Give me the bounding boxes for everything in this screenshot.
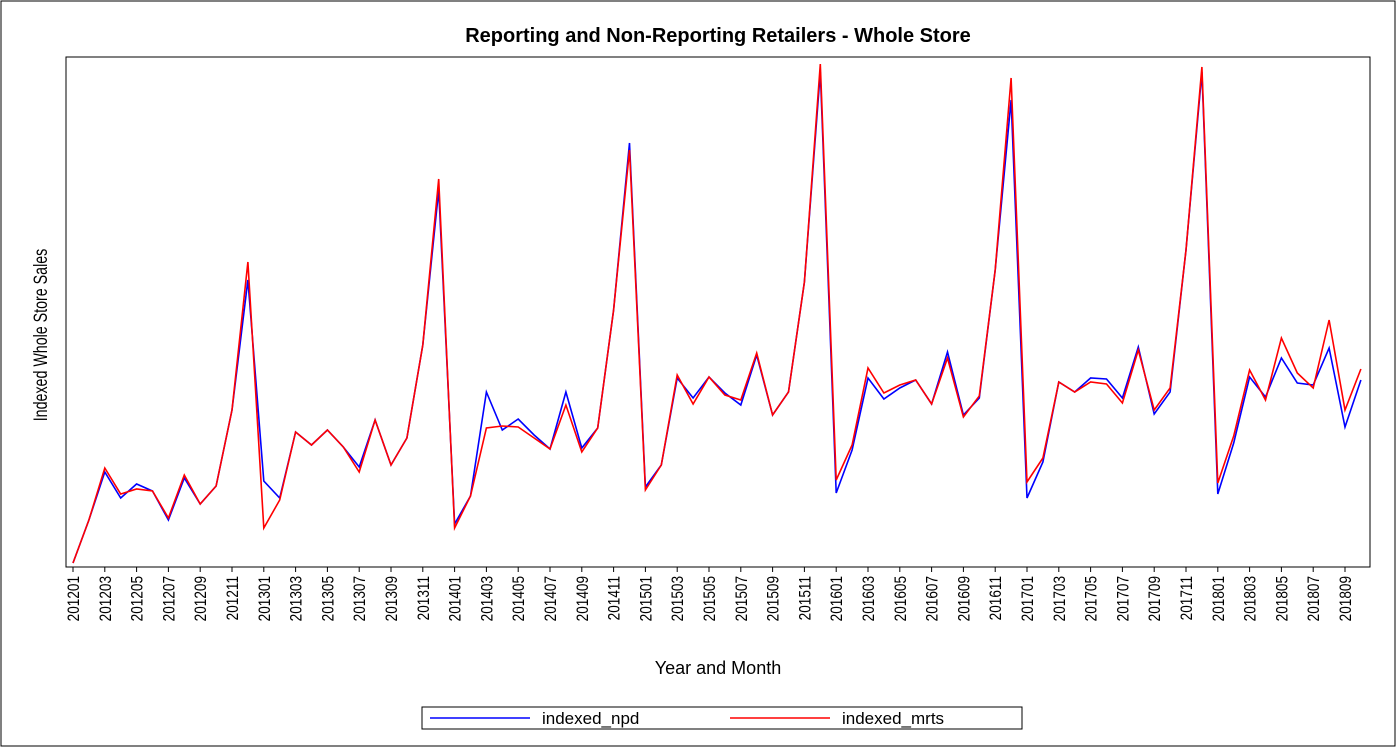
x-tick-label: 201409 [573,576,592,621]
x-tick-label: 201401 [446,576,465,621]
x-tick-label: 201611 [987,576,1006,620]
x-tick-label: 201801 [1209,576,1228,621]
x-axis-title: Year and Month [655,658,781,678]
x-tick-label: 201211 [224,576,243,620]
x-tick-label: 201303 [287,576,306,621]
x-tick-label: 201205 [128,576,147,621]
x-tick-label: 201209 [192,576,211,621]
x-tick-label: 201501 [637,576,656,621]
legend-label: indexed_mrts [842,709,944,728]
x-tick-label: 201607 [923,576,942,621]
x-tick-label: 201507 [732,576,751,621]
x-tick-label: 201511 [796,576,815,620]
x-tick-label: 201307 [351,576,370,621]
x-tick-label: 201503 [669,576,688,621]
x-tick-label: 201603 [860,576,879,621]
x-tick-label: 201509 [764,576,783,621]
x-tick-label: 201403 [478,576,497,621]
legend-box [421,706,1023,730]
x-tick-label: 201711 [1178,576,1197,620]
x-tick-label: 201805 [1273,576,1292,621]
x-tick-label: 201703 [1050,576,1069,621]
legend: indexed_npd indexed_mrts [421,706,1023,730]
plot-frame [65,56,1371,568]
x-tick-label: 201705 [1082,576,1101,621]
series-line [72,63,1362,564]
y-axis-title: Indexed Whole Store Sales [30,249,51,422]
x-tick-label: 201605 [891,576,910,621]
x-tick-label: 201807 [1305,576,1324,621]
x-tick-label: 201609 [955,576,974,621]
x-tick-label: 201505 [701,576,720,621]
x-tick-label: 201311 [414,576,433,620]
x-tick-label: 201301 [255,576,274,621]
x-tick-label: 201701 [1019,576,1038,621]
x-tick-label: 201709 [1146,576,1165,621]
x-tick-label: 201411 [605,576,624,620]
x-tick-label: 201305 [319,576,338,621]
x-tick-label: 201207 [160,576,179,621]
x-tick-label: 201601 [828,576,847,621]
x-tick-label: 201309 [383,576,402,621]
x-tick-label: 201405 [510,576,529,621]
chart-title: Reporting and Non-Reporting Retailers - … [465,25,971,47]
x-tick-label: 201407 [542,576,561,621]
x-tick-label: 201203 [96,576,115,621]
x-tick-label: 201201 [65,576,84,621]
x-tick-label: 201707 [1114,576,1133,621]
x-tick-label: 201809 [1337,576,1356,621]
x-tick-label: 201803 [1241,576,1260,621]
legend-label: indexed_npd [542,709,639,728]
